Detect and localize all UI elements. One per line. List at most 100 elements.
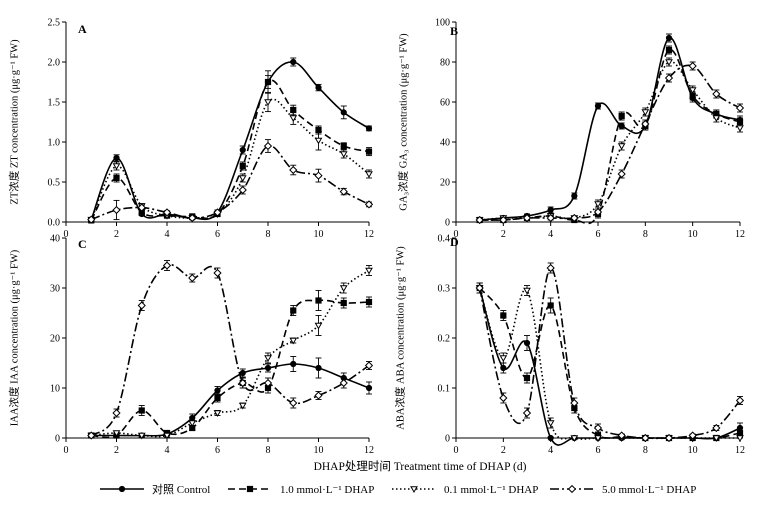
data-point-d1 (315, 297, 322, 304)
data-point-d5 (314, 391, 323, 400)
data-point-d01 (736, 435, 744, 443)
legend: 对照 Control 1.0 mmol·L⁻¹ DHAP 0.1 mmol·L⁻¹ … (100, 482, 696, 496)
data-point-d5 (735, 396, 745, 405)
data-point-d01 (339, 151, 348, 159)
data-point-control (239, 146, 246, 154)
x-tick-label: 12 (735, 445, 745, 456)
data-point-d01 (570, 435, 579, 443)
x-tick-label: 10 (314, 445, 324, 456)
x-axis-label: DHAP处理时间 Treatment time of DHAP (d) (314, 460, 527, 473)
y-tick-label: 0 (445, 218, 450, 229)
data-point-d1 (239, 162, 246, 170)
y-tick-label: 2.5 (48, 18, 61, 29)
data-point-d5 (339, 378, 348, 388)
panel-C: C 0 10 20 30 40 0 2 4 6 8 10 12 IAA浓度 IAA concentrati… (8, 234, 374, 457)
legend-marker-d1 (246, 485, 254, 493)
y-tick-label: 40 (50, 234, 60, 245)
data-point-d5 (688, 61, 697, 71)
data-point-d5 (112, 205, 121, 215)
data-point-d01 (546, 420, 555, 428)
x-tick-label: 8 (643, 445, 648, 456)
data-point-d5 (87, 215, 96, 224)
data-point-d01 (594, 435, 602, 443)
y-tick-label: 60 (440, 98, 450, 109)
data-point-d1 (340, 142, 347, 150)
data-point-d5 (364, 200, 374, 209)
data-point-d5 (162, 261, 172, 270)
legend-label-d1: 1.0 mmol·L⁻¹ DHAP (280, 484, 374, 496)
series-line-d1 (479, 287, 741, 440)
panel-B: B 0 20 40 60 80 100 0 2 4 6 8 10 12 GA₃浓度 GA₃ concentr… (397, 18, 745, 241)
data-point-control (736, 424, 744, 432)
data-point-control (665, 34, 673, 42)
data-point-d5 (364, 361, 374, 370)
data-point-control (547, 434, 554, 442)
data-point-d5 (522, 213, 532, 223)
data-point-d01 (314, 137, 323, 145)
x-tick-label: 4 (548, 229, 553, 240)
data-point-d01 (264, 355, 272, 363)
series-control (88, 57, 373, 223)
panel-letter: B (450, 24, 458, 38)
y-tick-label: 0 (55, 434, 60, 445)
data-point-d5 (617, 431, 626, 440)
data-point-d1 (665, 46, 673, 54)
panel-letter: C (78, 237, 87, 251)
data-point-d5 (263, 141, 273, 151)
data-point-d5 (712, 89, 721, 99)
data-point-d01 (289, 115, 298, 123)
data-point-control (365, 384, 373, 392)
data-point-d5 (641, 119, 650, 129)
panel-D: D 0 0.1 0.2 0.3 0.4 0 2 4 6 8 10 12 ABA浓度 ABA concent… (394, 234, 745, 457)
panel-A: A 0.0 0.5 1.0 1.5 2.0 2.5 0 2 4 6 8 10 12 ZT浓度 ZT conc… (8, 18, 374, 241)
series-line-d1 (479, 49, 741, 225)
data-point-d01 (665, 59, 673, 67)
data-point-control (315, 364, 322, 372)
legend-item-d5: 5.0 mmol·L⁻¹ DHAP (550, 484, 696, 496)
data-point-d5 (188, 213, 197, 223)
y-tick-label: 10 (50, 384, 60, 395)
series-line-d5 (479, 64, 741, 221)
data-point-d01 (641, 109, 650, 117)
x-tick-label: 2 (501, 445, 506, 456)
y-tick-label: 0 (445, 434, 450, 445)
data-point-d1 (214, 394, 221, 402)
x-tick-label: 4 (548, 445, 553, 456)
series-line-d1 (90, 79, 370, 221)
data-point-d1 (523, 374, 531, 382)
y-tick-label: 0.5 (48, 178, 61, 189)
x-tick-label: 8 (266, 445, 271, 456)
x-tick-label: 2 (114, 229, 119, 240)
data-point-control (365, 125, 373, 132)
data-point-d5 (593, 423, 603, 433)
legend-item-control: 对照 Control (100, 482, 210, 496)
data-point-d5 (570, 213, 579, 223)
x-tick-label: 12 (735, 229, 745, 240)
data-point-d01 (617, 143, 626, 151)
series-line-d01 (478, 287, 740, 440)
data-point-d01 (712, 435, 721, 443)
data-point-d01 (523, 287, 531, 295)
data-point-d5 (593, 207, 603, 217)
data-point-d5 (263, 378, 273, 388)
series-line-d5 (90, 263, 370, 437)
y-tick-label: 80 (440, 58, 450, 69)
data-point-control (594, 102, 602, 110)
data-point-control (618, 122, 625, 130)
series-d5 (87, 139, 374, 224)
data-point-d5 (314, 171, 323, 180)
data-point-d01 (188, 420, 197, 428)
series-control (88, 356, 373, 439)
data-point-control (523, 339, 531, 347)
y-axis-label: ZT浓度 ZT concentration (μg·g⁻¹ FW) (8, 39, 21, 205)
y-axis-label: ABA浓度 ABA concentration (μg·g⁻¹ FW) (394, 246, 407, 430)
legend-label-d01: 0.1 mmol·L⁻¹ DHAP (444, 484, 538, 496)
series-line-d01 (90, 98, 370, 220)
data-point-d5 (339, 187, 348, 196)
x-tick-label: 2 (501, 229, 506, 240)
series-control (476, 282, 744, 446)
data-point-d5 (546, 213, 555, 223)
x-tick-label: 6 (215, 445, 220, 456)
data-point-d5 (664, 433, 674, 443)
data-point-d5 (688, 431, 697, 440)
